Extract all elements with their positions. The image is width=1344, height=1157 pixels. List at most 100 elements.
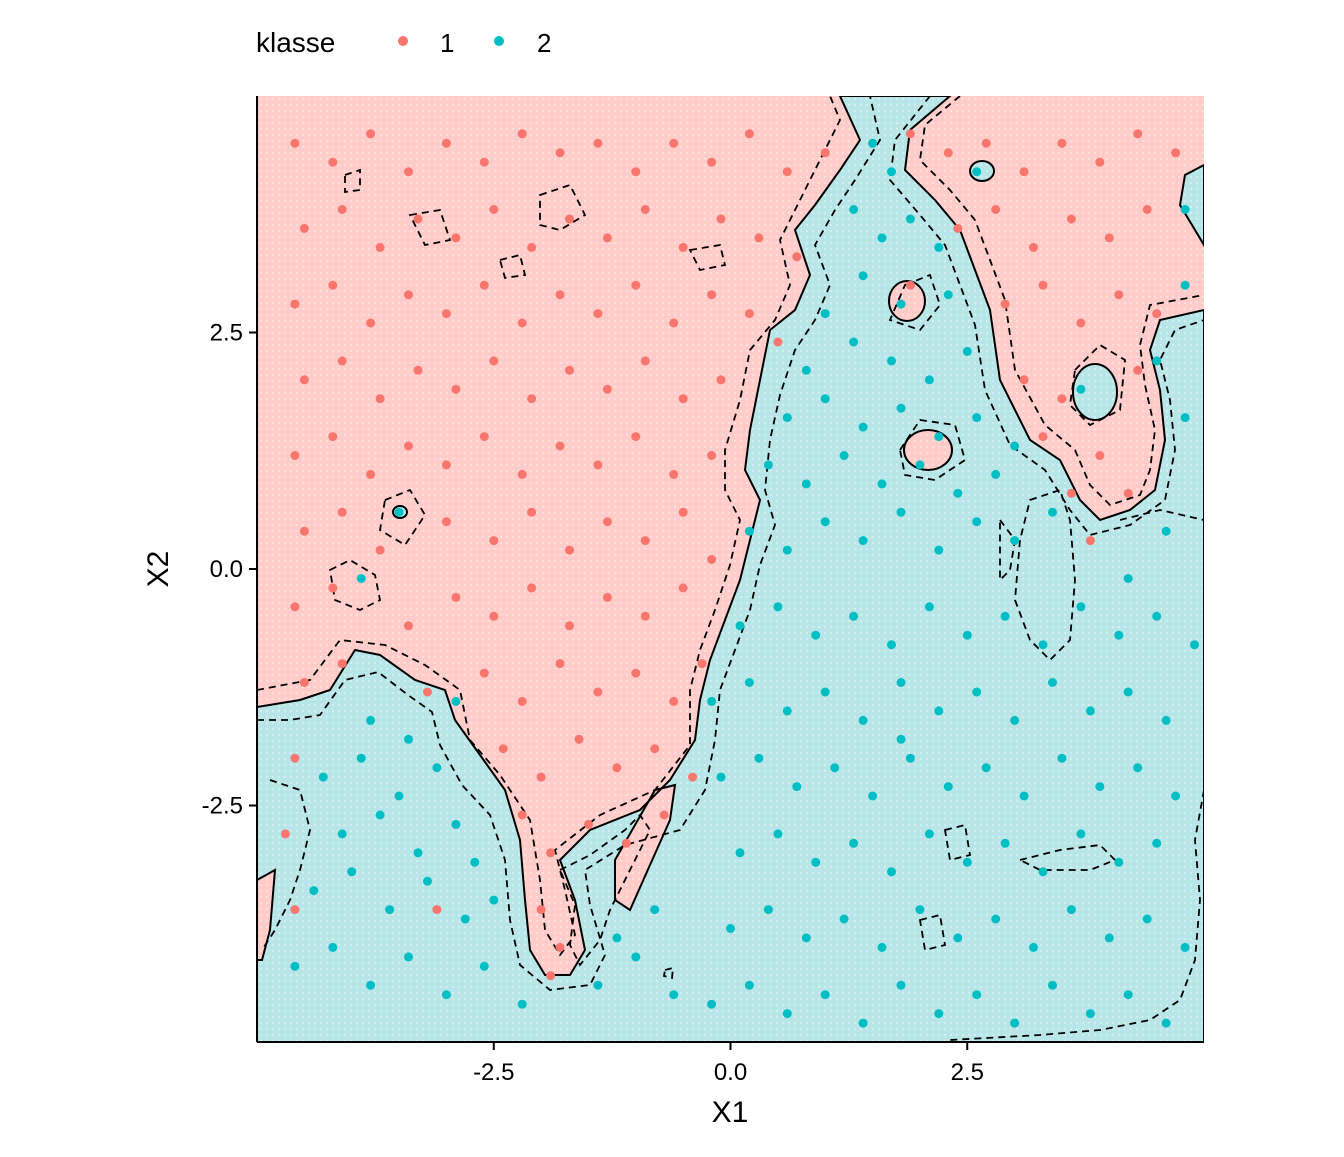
point-class-1 [1123, 488, 1133, 498]
point-class-1 [953, 223, 963, 233]
series-2 [290, 138, 1199, 1028]
point-class-2 [782, 706, 792, 716]
margin-line [1014, 488, 1076, 662]
point-class-2 [479, 961, 489, 971]
point-class-2 [290, 961, 300, 971]
point-class-2 [896, 734, 906, 744]
point-class-1 [943, 148, 953, 158]
point-class-1 [640, 611, 650, 621]
point-class-2 [1010, 1018, 1020, 1028]
point-class-1 [451, 592, 461, 602]
point-class-2 [858, 422, 868, 432]
point-class-2 [972, 517, 982, 527]
point-class-1 [1104, 233, 1114, 243]
point-class-2 [953, 488, 963, 498]
point-class-1 [602, 233, 612, 243]
margin-line [999, 517, 1016, 583]
decision-regions [257, 96, 1204, 1042]
point-class-1 [337, 205, 347, 214]
point-class-2 [1180, 205, 1190, 214]
point-class-2 [858, 271, 868, 281]
legend-label-2: 2 [537, 28, 551, 58]
point-class-1 [716, 214, 726, 224]
data-points [280, 129, 1199, 1028]
point-class-1 [1000, 299, 1010, 309]
point-class-1 [290, 451, 300, 460]
point-class-1 [669, 696, 679, 706]
point-class-1 [1019, 167, 1029, 177]
point-class-1 [669, 318, 679, 328]
point-class-2 [820, 394, 830, 404]
point-class-1 [678, 583, 688, 593]
point-class-2 [328, 942, 338, 952]
x-axis-label: X1 [712, 1096, 749, 1129]
point-class-2 [1161, 526, 1171, 536]
point-class-1 [517, 469, 527, 479]
margin-line [408, 208, 452, 247]
margin-line [1119, 509, 1204, 1042]
margin-line [1069, 343, 1126, 427]
point-class-2 [877, 233, 887, 243]
point-class-2 [744, 980, 754, 990]
decision-boundary-line [1178, 163, 1204, 247]
point-class-2 [782, 413, 792, 423]
point-class-1 [1095, 451, 1105, 460]
point-class-1 [1171, 148, 1181, 158]
margin-line [899, 419, 967, 481]
point-class-2 [1161, 1018, 1171, 1028]
point-class-1 [1133, 129, 1143, 139]
point-class-1 [565, 545, 574, 555]
y-axis-label: X2 [142, 551, 175, 588]
point-class-1 [555, 290, 565, 300]
point-class-2 [1038, 867, 1048, 877]
point-class-2 [1029, 942, 1038, 952]
margin-line [558, 813, 652, 967]
point-class-2 [1076, 602, 1086, 612]
point-class-1 [441, 138, 451, 148]
point-class-2 [1180, 413, 1190, 423]
point-class-2 [1104, 933, 1114, 943]
point-class-1 [1038, 432, 1048, 442]
point-class-1 [707, 290, 717, 300]
point-class-1 [640, 205, 650, 214]
point-class-2 [1123, 574, 1133, 583]
point-class-1 [299, 223, 309, 233]
point-class-2 [934, 545, 944, 555]
point-class-2 [943, 290, 953, 300]
legend: klasse 1 2 [256, 27, 551, 58]
point-class-2 [1180, 942, 1190, 952]
point-class-2 [858, 1018, 868, 1028]
point-class-1 [337, 356, 347, 366]
point-class-1 [707, 157, 717, 167]
point-class-2 [830, 763, 840, 773]
point-class-2 [839, 914, 849, 924]
point-class-1 [905, 280, 915, 290]
point-class-2 [716, 772, 726, 782]
point-class-1 [820, 148, 830, 158]
point-class-1 [423, 687, 432, 697]
point-class-1 [337, 507, 347, 517]
point-class-2 [337, 829, 347, 839]
point-class-1 [905, 129, 915, 139]
point-class-1 [716, 375, 726, 385]
point-class-1 [631, 280, 641, 290]
point-class-1 [584, 819, 593, 829]
point-class-2 [915, 460, 925, 470]
point-class-1 [290, 299, 300, 309]
point-class-1 [1095, 157, 1105, 167]
point-class-1 [1085, 536, 1095, 546]
point-class-1 [375, 545, 385, 555]
point-class-2 [943, 782, 953, 792]
point-class-2 [820, 517, 830, 527]
point-class-1 [1029, 242, 1038, 252]
point-class-1 [565, 621, 574, 631]
point-class-2 [953, 933, 963, 943]
point-class-1 [1019, 375, 1029, 385]
point-class-1 [678, 242, 688, 252]
point-class-1 [593, 138, 603, 148]
point-class-2 [1010, 536, 1020, 546]
point-class-2 [1190, 640, 1199, 650]
point-class-2 [1066, 905, 1076, 915]
point-class-2 [394, 507, 404, 517]
